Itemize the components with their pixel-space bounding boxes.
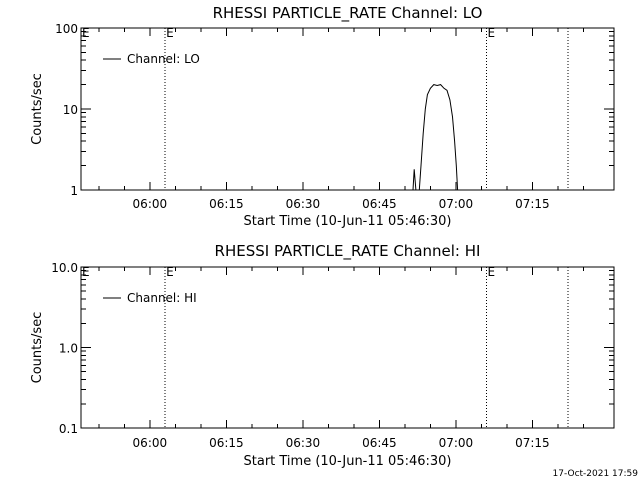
- panel-1-x-tick-label-3: 06:30: [286, 197, 321, 211]
- panel-2-x-tick-label-2: 06:15: [209, 436, 244, 450]
- panel-1-title: RHESSI PARTICLE_RATE Channel: LO: [213, 4, 483, 23]
- panel-1-legend-label-1: Channel: LO: [127, 52, 200, 66]
- panel-1-x-tick-label-1: 06:00: [133, 197, 168, 211]
- panel-1-x-tick-label-2: 06:15: [209, 197, 244, 211]
- panel-1-series-line-1: [412, 84, 459, 191]
- panel-2-y-tick-label-1: 0.1: [59, 422, 78, 436]
- panel-2-y-tick-label-2: 1.0: [59, 342, 78, 356]
- panel-2-x-tick-label-5: 07:00: [439, 436, 474, 450]
- panel-2-x-tick-label-6: 07:15: [515, 436, 550, 450]
- panel-1-y-axis-label: Counts/sec: [30, 73, 45, 145]
- panel-1-x-axis-label: Start Time (10-Jun-11 05:46:30): [244, 214, 452, 229]
- panel-1-y-tick-label-3: 100: [55, 22, 78, 36]
- panel-1-y-tick-label-1: 1: [70, 184, 78, 198]
- panel-1-y-tick-label-2: 10: [63, 103, 78, 117]
- panel-2-event-marker-label-2: E: [487, 265, 495, 279]
- panel-2-legend-label-1: Channel: HI: [127, 291, 197, 305]
- panel-2-title: RHESSI PARTICLE_RATE Channel: HI: [215, 242, 481, 261]
- panel-1-edge-marker-label: E: [82, 26, 90, 40]
- panel-1-x-tick-label-6: 07:15: [515, 197, 550, 211]
- panel-2-y-tick-label-3: 10.0: [51, 261, 78, 275]
- panel-1-x-tick-label-5: 07:00: [439, 197, 474, 211]
- panel-2-x-axis-label: Start Time (10-Jun-11 05:46:30): [244, 454, 452, 469]
- panel-2-event-marker-label-1: E: [166, 265, 174, 279]
- panel-2-y-axis-label: Counts/sec: [30, 312, 45, 384]
- panel-1-event-marker-label-1: E: [166, 26, 174, 40]
- panel-1-x-tick-label-4: 06:45: [362, 197, 397, 211]
- panel-2-x-tick-label-4: 06:45: [362, 436, 397, 450]
- panel-2-x-tick-label-3: 06:30: [286, 436, 321, 450]
- panel-1-event-marker-label-2: E: [487, 26, 495, 40]
- panel-2-x-tick-label-1: 06:00: [133, 436, 168, 450]
- timestamp-label: 17-Oct-2021 17:59: [553, 469, 639, 479]
- panel-2-edge-marker-label: E: [82, 265, 90, 279]
